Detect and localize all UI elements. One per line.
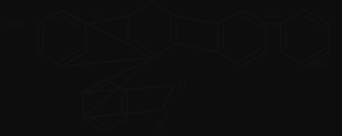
Text: O: O <box>269 11 278 21</box>
Text: O: O <box>156 122 164 132</box>
Text: O: O <box>93 12 101 22</box>
Text: OH: OH <box>309 61 327 71</box>
Text: O: O <box>178 81 186 91</box>
Text: HO: HO <box>6 19 24 29</box>
